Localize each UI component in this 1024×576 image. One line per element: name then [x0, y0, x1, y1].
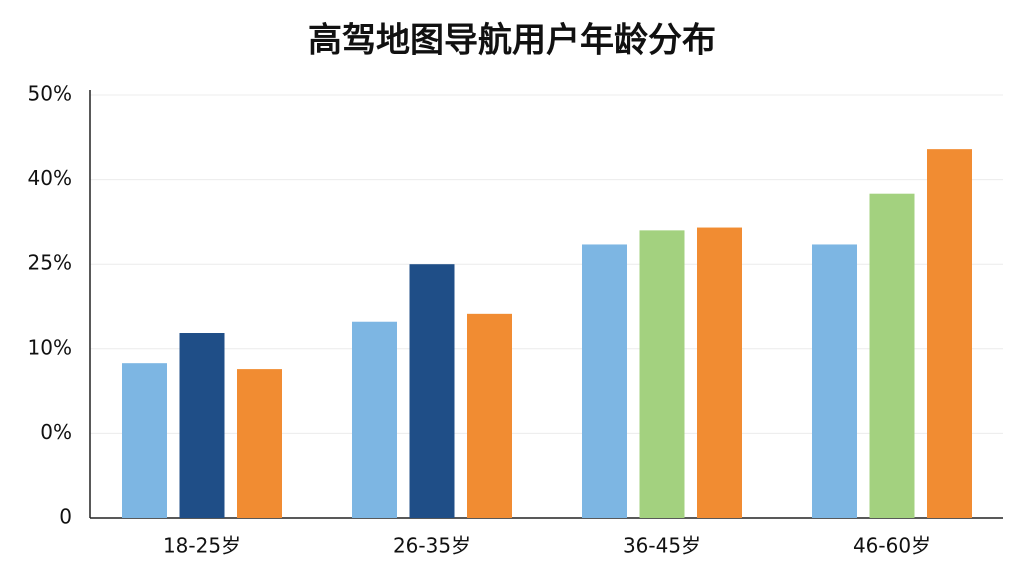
bar [179, 333, 225, 518]
y-tick-label: 0% [40, 420, 72, 444]
y-tick-label: 50% [28, 82, 72, 106]
bar [352, 321, 397, 518]
bar [409, 264, 455, 518]
x-tick-label: 26-35岁 [393, 534, 471, 558]
y-tick-label: 25% [28, 251, 72, 275]
bar [122, 363, 167, 518]
bar [582, 244, 627, 518]
bar [639, 230, 685, 519]
bar [697, 227, 742, 519]
y-tick-label: 40% [28, 166, 72, 190]
y-origin-label: 0 [59, 505, 72, 529]
bar [467, 313, 512, 518]
chart-title: 高驾地图导航用户年龄分布 [308, 21, 716, 61]
y-tick-label: 10% [28, 335, 72, 359]
x-tick-label: 46-60岁 [853, 534, 931, 558]
bar [927, 149, 972, 519]
bar [237, 369, 282, 518]
bar [869, 193, 915, 518]
x-tick-label: 18-25岁 [163, 534, 241, 558]
x-tick-label: 36-45岁 [623, 534, 701, 558]
bar [812, 244, 857, 518]
